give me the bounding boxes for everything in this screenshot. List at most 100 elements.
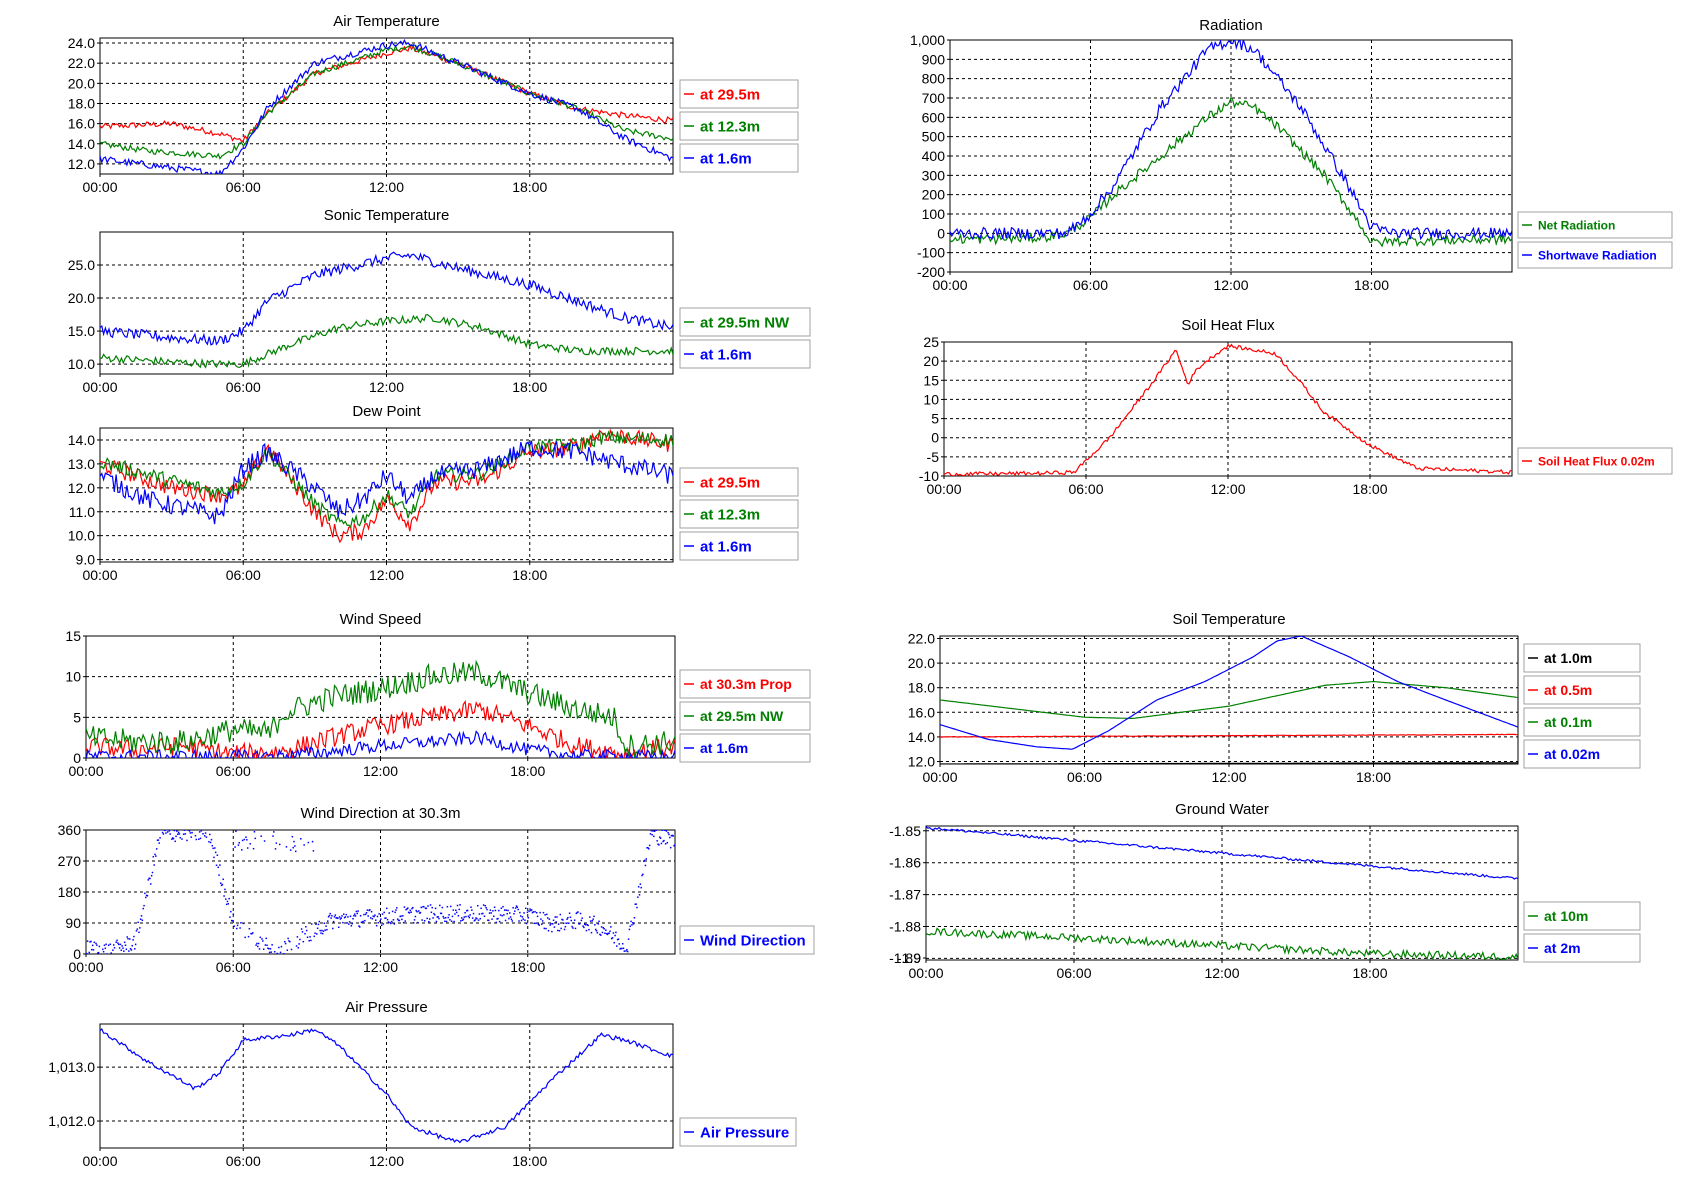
scatter-point: [603, 928, 605, 930]
legend-label: at 1.6m: [700, 150, 752, 167]
scatter-point: [538, 924, 540, 926]
scatter-point: [293, 840, 295, 843]
scatter-point: [512, 907, 514, 909]
scatter-point: [326, 928, 328, 931]
scatter-point: [219, 864, 221, 866]
scatter-point: [581, 917, 583, 919]
sonic-temperature-title: Sonic Temperature: [324, 207, 450, 224]
scatter-point: [415, 909, 417, 912]
scatter-point: [544, 914, 546, 916]
scatter-point: [325, 925, 327, 927]
soil-temperature-chart: Soil Temperature 12.0 14.0 16.0 18.0 20.0 22.0…: [908, 611, 1641, 785]
scatter-point: [622, 947, 625, 950]
scatter-point: [566, 918, 568, 920]
scatter-point: [629, 925, 631, 927]
ground-water-series: [926, 826, 1518, 960]
scatter-point: [365, 912, 368, 914]
scatter-point: [449, 919, 451, 921]
scatter-point: [409, 909, 412, 912]
y-tick-label: 12.0: [68, 480, 95, 496]
scatter-point: [541, 923, 543, 925]
dew-point-series: [100, 428, 673, 544]
scatter-point: [86, 940, 89, 942]
scatter-point: [524, 919, 526, 921]
scatter-point: [103, 944, 106, 947]
scatter-point: [405, 908, 407, 911]
scatter-point: [510, 918, 513, 921]
scatter-point: [204, 832, 207, 834]
legend-item: at 29.5m NW: [679, 701, 811, 731]
scatter-point: [613, 941, 615, 944]
scatter-point: [112, 944, 115, 946]
scatter-point: [360, 921, 363, 924]
scatter-point: [133, 935, 135, 938]
scatter-point: [607, 932, 610, 935]
scatter-point: [662, 840, 664, 843]
scatter-point: [279, 951, 282, 954]
scatter-point: [546, 917, 549, 919]
scatter-point: [203, 835, 206, 837]
scatter-point: [278, 946, 280, 949]
sonic-temperature-x-axis: 00:00 06:00 12:00 18:00: [82, 374, 547, 395]
scatter-point: [467, 915, 470, 917]
legend-item: at 1.6m: [679, 733, 811, 763]
scatter-point: [203, 828, 205, 830]
scatter-point: [233, 925, 235, 927]
air-pressure-chart: Air Pressure 1,012.0 1,013.0 00:00 06:00 12:0…: [48, 999, 797, 1169]
scatter-point: [466, 909, 469, 912]
scatter-point: [214, 847, 216, 849]
scatter-point: [482, 912, 484, 915]
scatter-point: [565, 922, 567, 924]
scatter-point: [653, 835, 655, 838]
scatter-point: [361, 921, 364, 923]
scatter-point: [383, 911, 385, 914]
scatter-point: [557, 929, 559, 932]
scatter-point: [455, 911, 458, 914]
scatter-point: [444, 917, 447, 919]
scatter-point: [284, 942, 287, 945]
scatter-point: [495, 921, 498, 924]
scatter-point: [115, 941, 117, 943]
scatter-point: [601, 931, 604, 934]
scatter-point: [171, 838, 173, 840]
y-tick-label: 22.0: [908, 630, 935, 646]
scatter-point: [442, 915, 444, 918]
x-tick-label: 12:00: [369, 567, 404, 583]
air-temperature-title: Air Temperature: [333, 13, 439, 30]
scatter-point: [583, 926, 585, 929]
scatter-point: [628, 928, 631, 931]
scatter-point: [440, 912, 443, 915]
scatter-point: [526, 911, 529, 914]
scatter-point: [344, 916, 347, 918]
scatter-point: [618, 943, 621, 945]
y-tick-label: 10: [65, 669, 81, 685]
soil-temperature-legend: at 1.0m at 0.5m at 0.1m at 0.02m: [1523, 643, 1641, 769]
scatter-point: [306, 936, 309, 939]
scatter-point: [631, 924, 633, 926]
legend-item: at 12.3m: [679, 499, 799, 529]
scatter-point: [466, 910, 468, 912]
scatter-point: [347, 916, 349, 918]
series-at-29-5m-nw: [86, 659, 675, 758]
scatter-point: [213, 856, 215, 859]
scatter-point: [527, 917, 530, 919]
scatter-point: [302, 940, 305, 943]
radiation-legend: Net Radiation Shortwave Radiation: [1517, 211, 1673, 269]
scatter-point: [321, 929, 323, 932]
scatter-point: [109, 943, 112, 946]
x-tick-label: 06:00: [226, 379, 261, 395]
scatter-point: [597, 923, 599, 925]
scatter-point: [648, 844, 651, 847]
scatter-point: [122, 947, 124, 949]
scatter-point: [642, 860, 645, 862]
scatter-point: [408, 912, 411, 914]
legend-label: Wind Direction: [700, 932, 806, 949]
scatter-point: [118, 943, 120, 946]
scatter-point: [356, 912, 358, 915]
scatter-point: [345, 913, 348, 916]
scatter-point: [294, 845, 296, 847]
scatter-point: [352, 917, 354, 920]
scatter-point: [404, 920, 407, 922]
scatter-point: [486, 908, 488, 911]
scatter-point: [351, 922, 353, 925]
